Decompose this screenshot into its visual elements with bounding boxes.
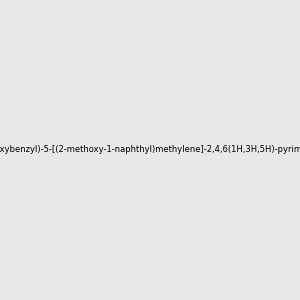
Text: 1-(4-methoxybenzyl)-5-[(2-methoxy-1-naphthyl)methylene]-2,4,6(1H,3H,5H)-pyrimidi: 1-(4-methoxybenzyl)-5-[(2-methoxy-1-naph… <box>0 146 300 154</box>
